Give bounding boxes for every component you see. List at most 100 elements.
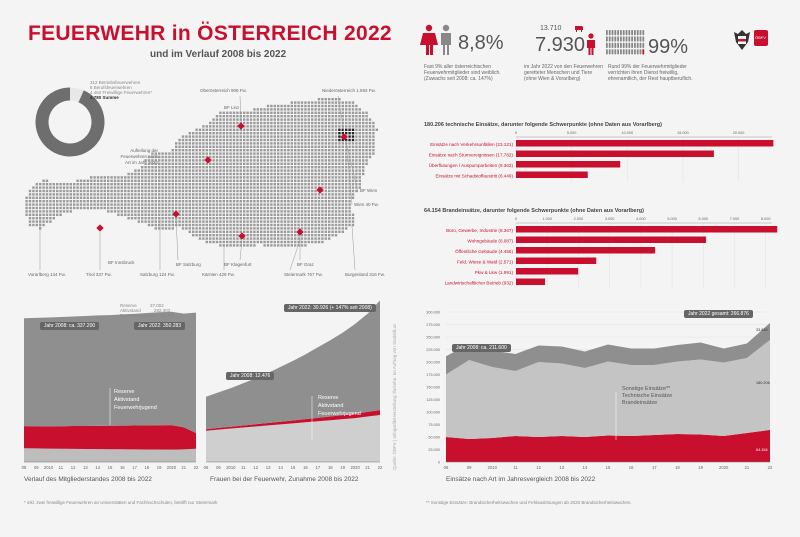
map-dot [137,196,140,199]
map-dot [222,135,225,138]
map-dot [130,176,134,179]
map-label-bf-wien: BF Wien [360,188,378,193]
map-dot [124,196,127,199]
map-dot [338,115,341,118]
map-dot [280,135,283,138]
map-dot [341,196,344,199]
map-dot [253,162,256,165]
map-dot [73,203,76,206]
donut-caption: Aufteilung der Feuerwehren nach Art im J… [120,148,158,165]
map-dot [294,142,297,145]
map-dot [175,149,178,152]
map-dot [28,193,32,196]
map-dot [345,108,348,111]
map-dot [341,125,344,128]
map-dot [307,206,310,210]
map-dot [314,152,317,155]
map-dot [127,176,130,179]
map-dot [314,159,317,162]
map-dot [341,220,344,223]
donut-slice [35,87,105,157]
map-dot [266,145,270,148]
map-dot [28,200,32,203]
map-dot [222,186,225,189]
map-dot [39,206,42,210]
map-dot [185,138,188,142]
map-dot [290,210,293,213]
map-dot [209,196,212,199]
map-dot [334,149,338,152]
x-tick-label: 21 [181,465,186,470]
map-dot [358,186,361,189]
map-dot [243,162,246,165]
map-dot [358,169,361,172]
map-dot [134,169,137,172]
map-dot [256,217,259,220]
y-tick-label: 225.000 [426,348,440,352]
map-dot [270,132,273,135]
person-mark [636,30,639,36]
map-dot [317,210,321,213]
map-dot [290,142,293,145]
map-dot [151,206,154,210]
map-dot [307,220,310,223]
map-dot [168,155,171,159]
map-dot [338,206,341,210]
map-dot [175,176,178,179]
map-dot [185,210,188,213]
map-dot [314,128,317,131]
map-dot [321,128,324,131]
map-dot [232,179,236,182]
map-dot [256,193,259,196]
map-dot [307,159,310,162]
map-dot [236,220,239,223]
map-dot [304,115,307,118]
map-dot [321,179,324,182]
map-dot [311,183,314,186]
map-dot [345,118,348,121]
map-dot [202,145,205,148]
map-dot [164,172,168,176]
animal-icon [575,26,583,32]
area-series [206,415,380,462]
map-dot [192,217,195,220]
map-dot [324,155,327,159]
map-dot [304,210,307,213]
map-dot [300,166,304,169]
map-dot [290,227,293,230]
map-dot [317,138,321,142]
map-dot [287,179,290,182]
map-dot [263,115,266,118]
bar [516,236,707,244]
map-dot [311,135,314,138]
map-dot [351,217,355,220]
map-dot [348,132,351,135]
map-dot [334,176,338,179]
map-dot [348,166,351,169]
map-dot [280,213,283,216]
map-dot [321,138,324,142]
map-dot [246,152,249,155]
map-dot [202,186,205,189]
map-dot [263,138,266,142]
map-dot [168,206,171,210]
map-dot [232,240,236,244]
map-label-vorarlberg: Vorarlberg 144 Fw. [28,272,66,277]
map-dot [45,206,49,210]
map-dot [188,169,191,172]
map-dot [168,210,171,213]
map-dot [260,237,263,240]
map-dot [171,210,174,213]
map-dot [283,179,287,182]
map-dot [314,142,317,145]
map-dot [209,152,212,155]
map-dot [127,186,130,189]
map-dot [202,135,205,138]
map-dot [243,217,246,220]
map-dot [246,145,249,148]
map-dot [246,135,249,138]
map-dot [277,230,280,233]
map-dot [304,223,307,227]
map-dot [192,213,195,216]
map-dot [198,227,202,230]
